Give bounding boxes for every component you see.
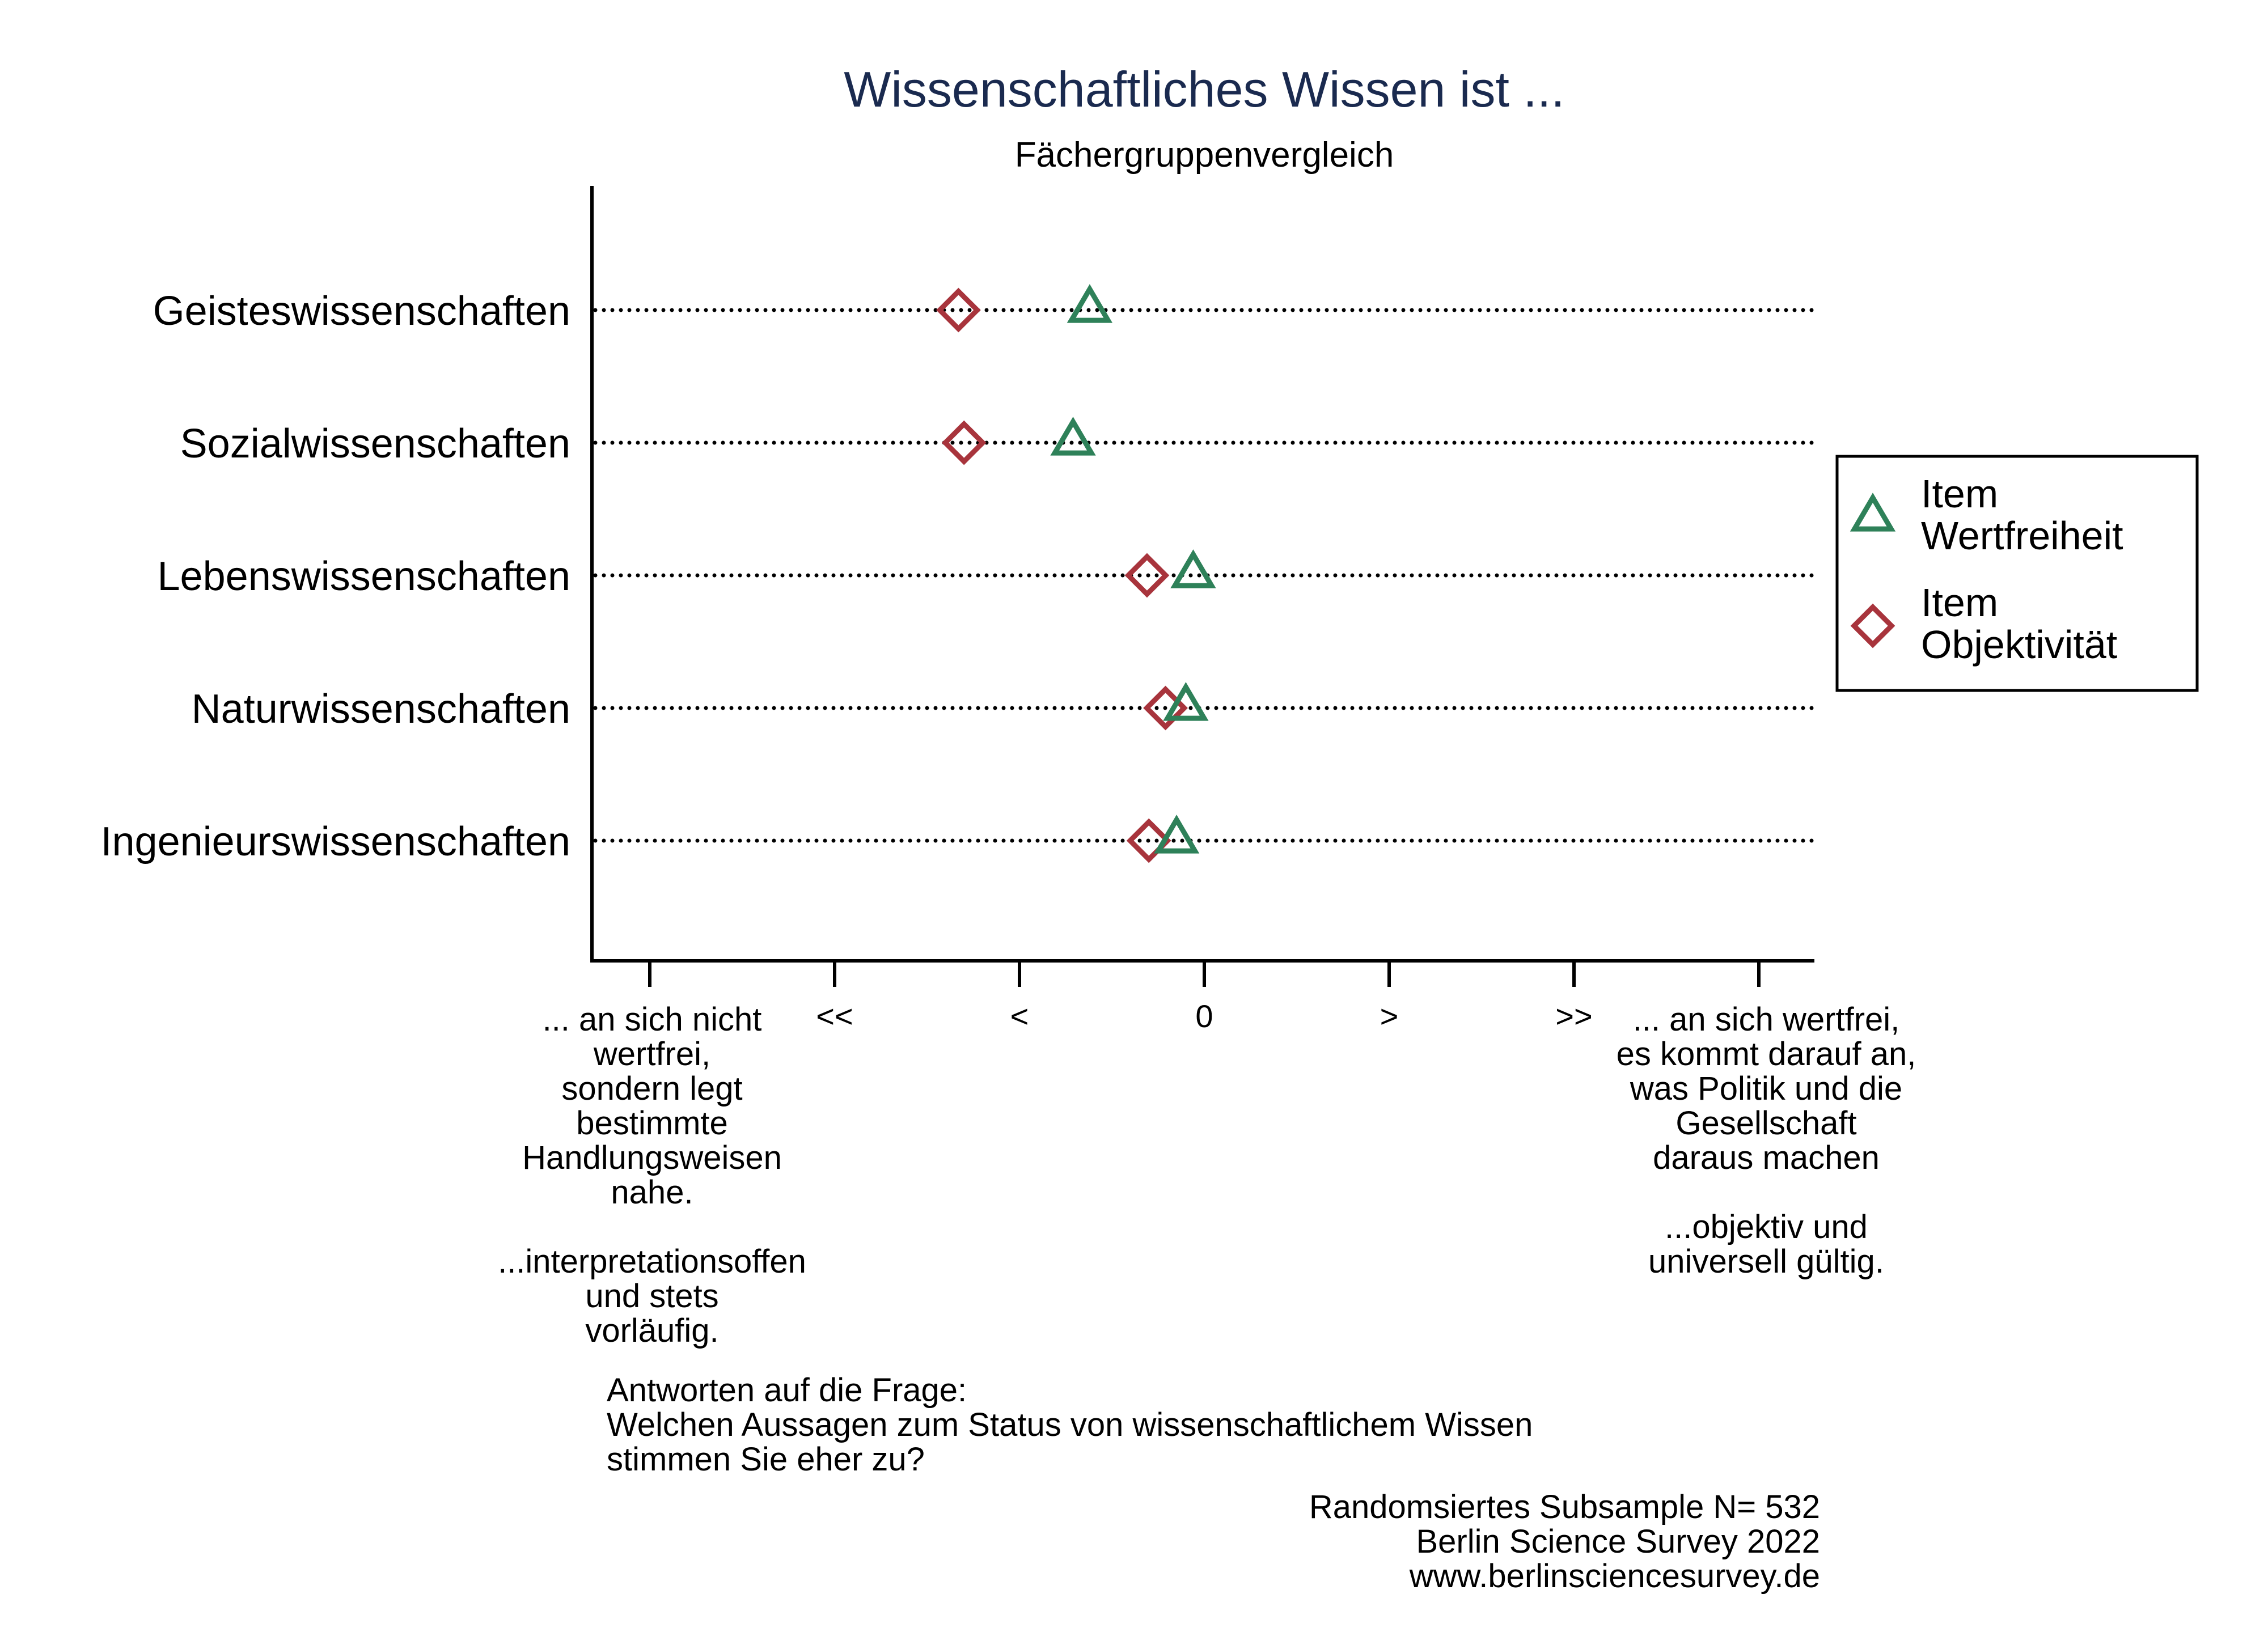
category-label: Lebenswissenschaften <box>158 554 570 599</box>
left-scale-description: ... an sich nicht wertfrei, sondern legt… <box>498 1001 806 1349</box>
wertfreiheit-marker <box>1067 284 1113 323</box>
x-tick-label: > <box>1380 998 1399 1034</box>
x-tick-label: >> <box>1555 998 1592 1034</box>
wertfreiheit-marker <box>1050 417 1096 456</box>
category-label: Geisteswissenschaften <box>153 289 570 334</box>
category-label: Ingenieurswissenschaften <box>101 819 571 864</box>
legend-diamond-icon <box>1850 603 1895 648</box>
legend-label: Item Wertfreiheit <box>1921 472 2123 558</box>
legend-box <box>1835 455 2199 692</box>
x-tick-label: < <box>1010 998 1029 1034</box>
data-markers <box>936 284 1216 863</box>
chart-subtitle: Fächergruppenvergleich <box>1015 135 1394 175</box>
category-label: Sozialwissenschaften <box>180 421 570 467</box>
wertfreiheit-marker <box>1163 682 1209 721</box>
source-note: Randomsiertes Subsample N= 532 Berlin Sc… <box>1309 1489 1820 1595</box>
legend-items: Item Wertfreiheit Item Objektivität <box>1850 472 2123 667</box>
legend-triangle-icon <box>1850 493 1896 532</box>
wertfreiheit-marker <box>1153 815 1200 854</box>
x-tick-label: << <box>816 998 853 1034</box>
category-label: Naturwissenschaften <box>192 686 570 732</box>
objektivitaet-marker <box>1124 553 1170 598</box>
objektivitaet-marker <box>1126 818 1171 863</box>
legend: Item Wertfreiheit Item Objektivität <box>1835 455 2199 692</box>
chart-title: Wissenschaftliches Wissen ist ... <box>844 61 1564 117</box>
legend-label: Item Objektivität <box>1921 580 2117 667</box>
objektivitaet-marker <box>936 287 981 333</box>
x-axis-ticks: << <0 > >> <box>648 961 1761 1034</box>
wertfreiheit-marker <box>1170 549 1216 588</box>
right-scale-description: ... an sich wertfrei, es kommt darauf an… <box>1616 1001 1916 1280</box>
objektivitaet-marker <box>941 420 987 465</box>
x-tick-label: 0 <box>1195 998 1213 1034</box>
survey-question-note: Antworten auf die Frage: Welchen Aussage… <box>607 1372 1533 1478</box>
category-rows: Geisteswissenschaften Sozialwissenschafte… <box>101 289 1817 864</box>
